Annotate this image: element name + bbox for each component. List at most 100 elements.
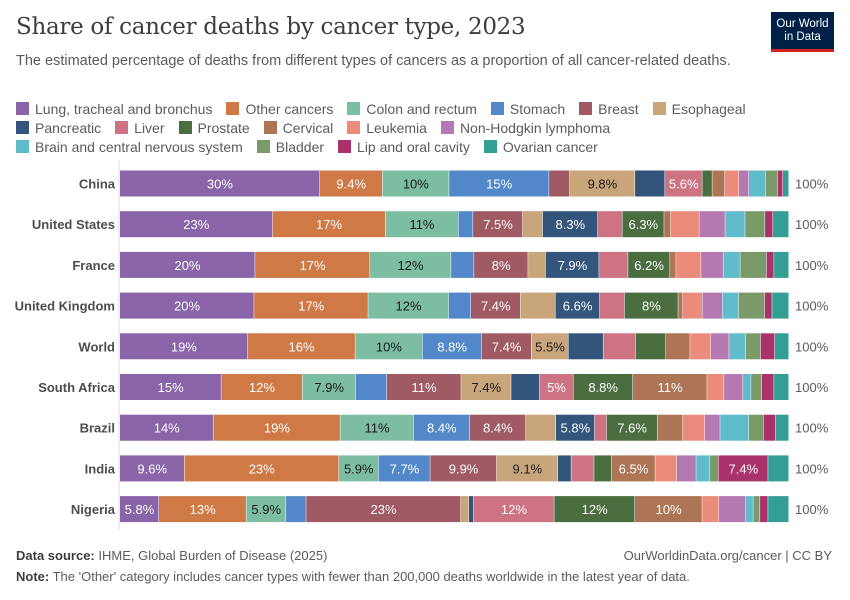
bar-segment[interactable] <box>745 333 761 360</box>
bar-segment[interactable] <box>599 292 625 319</box>
bar-segment[interactable] <box>120 211 273 238</box>
bar-segment[interactable] <box>286 496 306 523</box>
bar-segment[interactable] <box>531 333 568 360</box>
bar-segment[interactable] <box>624 292 678 319</box>
bar-segment[interactable] <box>451 251 474 278</box>
bar-segment[interactable] <box>120 333 248 360</box>
bar-segment[interactable] <box>709 455 718 482</box>
bar-segment[interactable] <box>664 211 671 238</box>
legend-item[interactable]: Ovarian cancer <box>483 139 598 155</box>
bar-segment[interactable] <box>768 455 789 482</box>
bar-segment[interactable] <box>120 455 184 482</box>
bar-segment[interactable] <box>378 455 430 482</box>
owid-logo[interactable]: Our World in Data <box>771 12 834 52</box>
bar-segment[interactable] <box>768 496 789 523</box>
legend-item[interactable]: Other cancers <box>226 101 333 117</box>
bar-segment[interactable] <box>761 374 774 400</box>
bar-segment[interactable] <box>255 251 370 278</box>
bar-segment[interactable] <box>368 292 449 319</box>
bar-segment[interactable] <box>729 333 746 360</box>
bar-segment[interactable] <box>545 251 599 278</box>
bar-segment[interactable] <box>722 292 739 319</box>
bar-segment[interactable] <box>340 414 414 441</box>
bar-segment[interactable] <box>120 414 213 441</box>
bar-segment[interactable] <box>670 251 676 278</box>
bar-segment[interactable] <box>766 251 774 278</box>
bar-segment[interactable] <box>272 211 385 238</box>
bar-segment[interactable] <box>594 455 612 482</box>
bar-segment[interactable] <box>302 374 356 400</box>
bar-segment[interactable] <box>772 292 789 319</box>
bar-segment[interactable] <box>448 292 471 319</box>
bar-segment[interactable] <box>522 211 543 238</box>
bar-segment[interactable] <box>777 170 783 197</box>
bar-segment[interactable] <box>765 211 773 238</box>
bar-segment[interactable] <box>473 211 523 238</box>
bar-segment[interactable] <box>739 170 749 197</box>
bar-segment[interactable] <box>699 211 725 238</box>
legend-item[interactable]: Cervical <box>263 120 333 136</box>
bar-segment[interactable] <box>655 455 677 482</box>
bar-segment[interactable] <box>511 374 540 400</box>
bar-segment[interactable] <box>571 455 594 482</box>
bar-segment[interactable] <box>496 455 558 482</box>
bar-segment[interactable] <box>682 292 702 319</box>
bar-segment[interactable] <box>338 455 379 482</box>
bar-segment[interactable] <box>738 292 765 319</box>
bar-segment[interactable] <box>413 414 470 441</box>
bar-segment[interactable] <box>723 251 740 278</box>
bar-segment[interactable] <box>597 211 622 238</box>
bar-segment[interactable] <box>254 292 368 319</box>
legend-item[interactable]: Breast <box>579 101 639 117</box>
bar-segment[interactable] <box>740 251 767 278</box>
bar-segment[interactable] <box>702 170 712 197</box>
bar-segment[interactable] <box>765 170 778 197</box>
bar-segment[interactable] <box>635 333 666 360</box>
bar-segment[interactable] <box>386 374 461 400</box>
source-text[interactable]: IHME, Global Burden of Disease (2025) <box>98 548 328 563</box>
bar-segment[interactable] <box>555 292 600 319</box>
bar-segment[interactable] <box>470 292 521 319</box>
bar-segment[interactable] <box>628 251 670 278</box>
bar-segment[interactable] <box>184 455 339 482</box>
bar-segment[interactable] <box>676 455 696 482</box>
bar-segment[interactable] <box>246 496 286 523</box>
legend-item[interactable]: Colon and rectum <box>347 101 477 117</box>
bar-segment[interactable] <box>783 170 789 197</box>
bar-segment[interactable] <box>120 251 255 278</box>
bar-segment[interactable] <box>528 251 546 278</box>
bar-segment[interactable] <box>760 496 768 523</box>
bar-segment[interactable] <box>370 251 451 278</box>
bar-segment[interactable] <box>611 455 655 482</box>
legend-item[interactable]: Brain and central nervous system <box>16 139 243 155</box>
bar-segment[interactable] <box>603 333 636 360</box>
legend-item[interactable]: Lung, tracheal and bronchus <box>16 101 212 117</box>
bar-segment[interactable] <box>751 374 762 400</box>
bar-segment[interactable] <box>481 333 531 360</box>
bar-segment[interactable] <box>569 170 635 197</box>
bar-segment[interactable] <box>622 211 664 238</box>
bar-segment[interactable] <box>743 374 751 400</box>
bar-segment[interactable] <box>557 455 571 482</box>
bar-segment[interactable] <box>745 496 753 523</box>
bar-segment[interactable] <box>120 496 159 523</box>
bar-segment[interactable] <box>635 496 702 523</box>
bar-segment[interactable] <box>763 414 776 441</box>
bar-segment[interactable] <box>773 211 789 238</box>
bar-segment[interactable] <box>774 374 789 400</box>
bar-segment[interactable] <box>120 374 221 400</box>
bar-segment[interactable] <box>774 251 789 278</box>
bar-segment[interactable] <box>749 170 766 197</box>
bar-segment[interactable] <box>539 374 573 400</box>
bar-segment[interactable] <box>568 333 603 360</box>
legend-item[interactable]: Prostate <box>178 120 250 136</box>
bar-segment[interactable] <box>573 374 633 400</box>
legend-item[interactable]: Pancreatic <box>16 120 101 136</box>
bar-segment[interactable] <box>458 211 473 238</box>
bar-segment[interactable] <box>748 414 764 441</box>
bar-segment[interactable] <box>542 211 598 238</box>
legend-item[interactable]: Stomach <box>490 101 565 117</box>
bar-segment[interactable] <box>718 455 768 482</box>
bar-segment[interactable] <box>725 170 739 197</box>
bar-segment[interactable] <box>520 292 555 319</box>
